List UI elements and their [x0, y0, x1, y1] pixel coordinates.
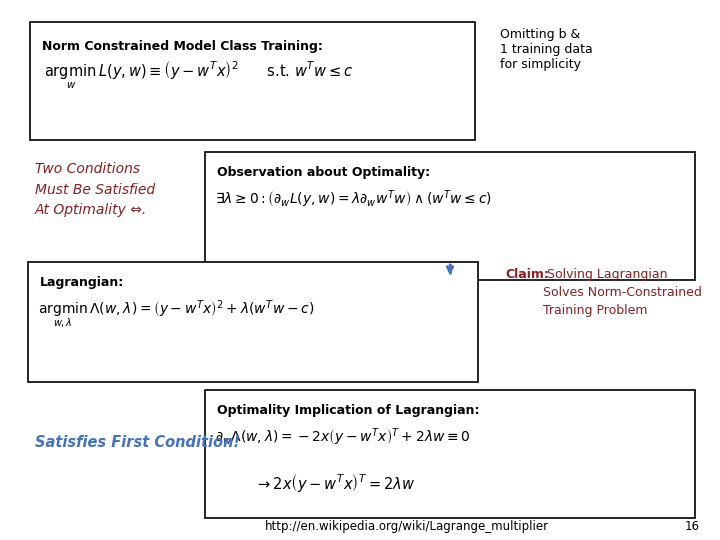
Text: Optimality Implication of Lagrangian:: Optimality Implication of Lagrangian: — [217, 404, 480, 417]
Text: Observation about Optimality:: Observation about Optimality: — [217, 166, 430, 179]
Text: Solving Lagrangian
Solves Norm-Constrained
Training Problem: Solving Lagrangian Solves Norm-Constrain… — [543, 268, 702, 317]
Text: $\exists \lambda \geq 0 : \left(\partial_w L(y,w) = \lambda \partial_w w^T w\rig: $\exists \lambda \geq 0 : \left(\partial… — [215, 188, 492, 210]
Text: http://en.wikipedia.org/wiki/Lagrange_multiplier: http://en.wikipedia.org/wiki/Lagrange_mu… — [265, 520, 549, 533]
Text: $\rightarrow 2x\left(y - w^T x\right)^T = 2\lambda w$: $\rightarrow 2x\left(y - w^T x\right)^T … — [255, 472, 415, 494]
Text: 16: 16 — [685, 520, 700, 533]
Bar — [205, 390, 695, 518]
Text: Norm Constrained Model Class Training:: Norm Constrained Model Class Training: — [42, 40, 323, 53]
Bar — [28, 262, 478, 382]
Text: $\underset{w,\lambda}{\mathrm{argmin}}\, \Lambda(w,\lambda) = \left(y - w^T x\ri: $\underset{w,\lambda}{\mathrm{argmin}}\,… — [38, 298, 315, 330]
Text: Omitting b &
1 training data
for simplicity: Omitting b & 1 training data for simplic… — [500, 28, 593, 71]
Text: Satisfies First Condition!: Satisfies First Condition! — [35, 435, 240, 450]
Bar — [30, 22, 475, 140]
Text: Claim:: Claim: — [505, 268, 549, 281]
Text: Lagrangian:: Lagrangian: — [40, 276, 125, 289]
Text: $\partial_w \Lambda(w,\lambda) = -2x\left(y - w^T x\right)^T + 2\lambda w \equiv: $\partial_w \Lambda(w,\lambda) = -2x\lef… — [215, 426, 470, 448]
Text: Two Conditions
Must Be Satisfied
At Optimality ⇔.: Two Conditions Must Be Satisfied At Opti… — [35, 162, 155, 217]
Text: $\underset{w}{\mathrm{argmin}}\, L(y,w) \equiv \left(y - w^T x\right)^2 \quad\qu: $\underset{w}{\mathrm{argmin}}\, L(y,w) … — [44, 60, 354, 91]
Bar — [205, 152, 695, 280]
